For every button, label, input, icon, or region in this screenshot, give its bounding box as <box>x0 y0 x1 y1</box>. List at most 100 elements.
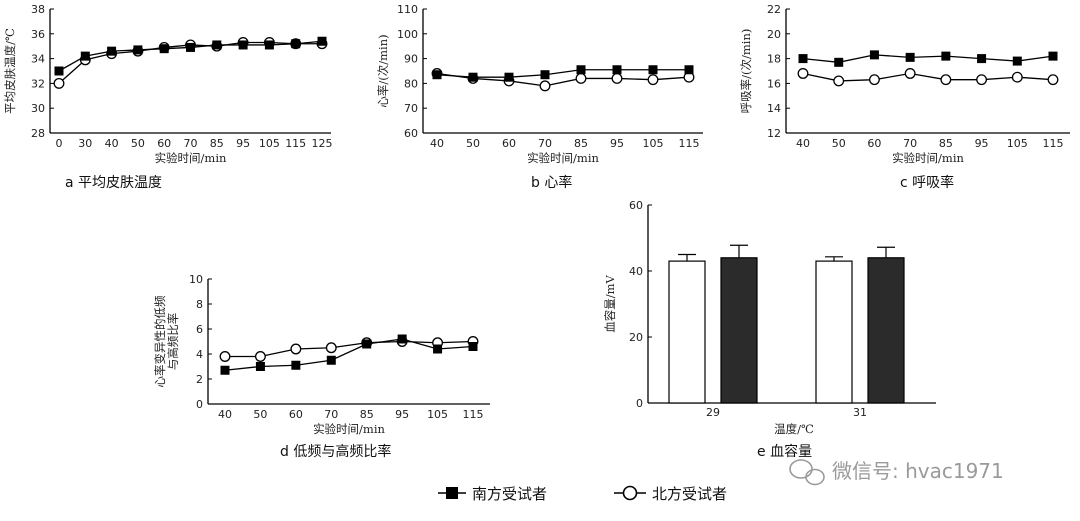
data-point-square <box>54 66 64 76</box>
data-point-square <box>362 339 372 349</box>
data-point-square <box>1048 51 1058 61</box>
y-axis-label: 平均皮肤温度/℃ <box>3 28 17 114</box>
x-tick-label: 50 <box>253 408 267 421</box>
y-tick-label: 8 <box>196 298 203 311</box>
x-tick-label: 60 <box>289 408 303 421</box>
data-point-square <box>238 40 248 50</box>
data-point-square <box>468 342 478 351</box>
x-tick-label: 115 <box>1043 137 1064 150</box>
bar-north <box>867 257 905 404</box>
data-point-square <box>397 334 407 344</box>
panel-caption: d 低频与高频比率 <box>280 443 391 460</box>
y-tick-label: 14 <box>767 102 781 115</box>
x-tick-label: 105 <box>427 408 448 421</box>
series-south <box>798 50 1058 67</box>
panel-caption: b 心率 <box>531 174 572 191</box>
data-point-square <box>264 40 274 50</box>
x-tick-label: 70 <box>538 137 552 150</box>
data-point-square <box>432 70 442 80</box>
x-tick-label: 60 <box>867 137 881 150</box>
panel-e: 0 20 40 60 e 血容量 血容量/mV 29 31 温度/℃ <box>603 199 936 460</box>
y-tick-label: 100 <box>397 28 418 41</box>
panel-d: 0 2 4 6 8 10 d 低频与高频比率 心率变异性的低频 与高频比率 40 50 60 70 85 9… <box>153 273 490 460</box>
x-axis-label: 实验时间/min <box>155 151 227 165</box>
x-tick-label: 105 <box>643 137 664 150</box>
x-tick-label: 115 <box>679 137 700 150</box>
data-point-circle <box>868 74 880 86</box>
x-tick-label: 70 <box>903 137 917 150</box>
data-point-square <box>133 45 143 55</box>
y-tick-label: 0 <box>196 398 203 411</box>
data-point-square <box>905 52 915 62</box>
data-point-circle <box>976 74 988 86</box>
y-tick-label: 32 <box>31 77 45 90</box>
y-tick-label: 110 <box>397 3 418 16</box>
x-axis-label: 实验时间/min <box>313 422 385 436</box>
data-point-square <box>468 72 478 82</box>
y-axis-label-line2: 与高频比率 <box>166 313 180 371</box>
x-tick-label: 29 <box>706 406 720 419</box>
y-tick-label: 80 <box>404 77 418 90</box>
data-point-square <box>159 44 169 54</box>
x-tick-label: 70 <box>184 137 198 150</box>
data-point-circle <box>1011 71 1023 83</box>
data-point-square <box>684 65 694 75</box>
y-tick-label: 4 <box>196 348 203 361</box>
y-tick-label: 18 <box>767 53 781 66</box>
y-axis-label-line1: 心率变异性的低频 <box>153 295 167 387</box>
data-point-square <box>433 344 443 354</box>
y-tick-label: 38 <box>31 3 45 16</box>
y-tick-label: 28 <box>31 127 45 140</box>
x-tick-label: 40 <box>430 137 444 150</box>
bar-south <box>668 260 706 404</box>
x-tick-label: 85 <box>360 408 374 421</box>
data-point-circle <box>797 68 809 79</box>
x-tick-label: 95 <box>975 137 989 150</box>
legend-south-label: 南方受试者 <box>472 485 547 503</box>
x-tick-label: 50 <box>131 137 145 150</box>
watermark-text: 微信号: hvac1971 <box>832 459 1004 483</box>
bar-north <box>720 257 758 404</box>
data-point-square <box>540 70 550 80</box>
series-line <box>436 69 689 78</box>
data-point-circle <box>290 343 302 355</box>
series-south <box>220 334 478 375</box>
y-tick-label: 60 <box>629 199 643 212</box>
panel-caption: a 平均皮肤温度 <box>65 175 162 191</box>
data-point-square <box>326 355 336 365</box>
y-axis-label: 呼吸率/(次/min) <box>739 29 753 114</box>
y-tick-label: 22 <box>767 3 781 16</box>
data-point-square <box>291 39 301 49</box>
data-point-square <box>220 365 230 375</box>
x-tick-label: 115 <box>285 137 306 150</box>
legend-north: 北方受试者 <box>614 485 727 503</box>
x-tick-label: 70 <box>324 408 338 421</box>
x-tick-label: 60 <box>502 137 516 150</box>
data-point-square <box>255 362 265 371</box>
y-tick-label: 30 <box>31 102 45 115</box>
data-point-square <box>612 65 622 75</box>
x-tick-label: 50 <box>832 137 846 150</box>
data-point-square <box>291 360 301 370</box>
y-tick-label: 6 <box>196 323 203 336</box>
data-point-square <box>1012 56 1022 66</box>
y-tick-label: 90 <box>404 53 418 66</box>
x-axis-label: 温度/℃ <box>774 422 814 436</box>
x-tick-label: 50 <box>466 137 480 150</box>
series-line <box>224 338 474 371</box>
data-point-circle <box>53 77 65 89</box>
x-tick-label: 40 <box>218 408 232 421</box>
y-tick-label: 20 <box>767 28 781 41</box>
x-axis-label: 实验时间/min <box>892 151 964 165</box>
x-tick-label: 95 <box>395 408 409 421</box>
data-point-square <box>80 51 90 61</box>
x-tick-label: 95 <box>236 137 250 150</box>
data-point-circle <box>254 351 266 362</box>
data-point-square <box>977 54 987 64</box>
data-point-circle <box>1047 74 1059 86</box>
series-south <box>54 36 327 76</box>
y-tick-label: 0 <box>636 397 643 410</box>
legend-north-label: 北方受试者 <box>652 485 727 503</box>
x-tick-label: 115 <box>463 408 484 421</box>
